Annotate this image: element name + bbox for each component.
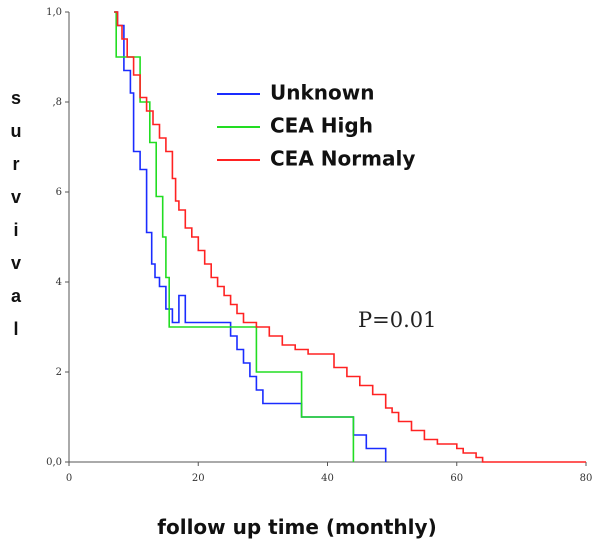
- x-tick-label: 80: [580, 473, 593, 484]
- x-axis-label: follow up time (monthly): [157, 515, 436, 539]
- y-tick-label: 6: [56, 187, 62, 198]
- x-tick-label: 60: [450, 473, 463, 484]
- y-label-letter: v: [11, 187, 21, 207]
- series-line-cea-normaly: [114, 11, 586, 463]
- y-tick-label: 1,0: [46, 7, 62, 18]
- y-label-letter: u: [11, 121, 22, 141]
- y-label-letter: s: [11, 88, 21, 108]
- legend-label-cea-high: CEA High: [270, 114, 373, 138]
- y-label-letter: r: [12, 154, 19, 174]
- y-axis-ticks: 0,0 2 4 6 ,8 1,0: [46, 7, 69, 468]
- x-tick-label: 20: [192, 473, 205, 484]
- y-tick-label: ,8: [52, 97, 62, 108]
- x-axis-ticks: 0 20 40 60 80: [66, 462, 593, 484]
- y-label-letter: a: [11, 286, 22, 306]
- plot-frame: [68, 12, 586, 463]
- y-tick-label: 4: [56, 277, 62, 288]
- y-label-letter: i: [13, 220, 18, 240]
- legend-label-cea-normaly: CEA Normaly: [270, 147, 415, 171]
- y-label-letter: l: [13, 319, 18, 339]
- y-tick-label: 2: [56, 367, 62, 378]
- legend-label-unknown: Unknown: [270, 81, 374, 105]
- series-line-unknown: [114, 11, 387, 462]
- x-tick-label: 0: [66, 473, 72, 484]
- y-label-letter: v: [11, 253, 21, 273]
- series-line-cea-high: [114, 11, 355, 462]
- legend: Unknown CEA High CEA Normaly: [217, 81, 415, 171]
- x-tick-label: 40: [321, 473, 334, 484]
- y-tick-label: 0,0: [46, 457, 62, 468]
- p-value-annotation: P=0.01: [358, 308, 436, 332]
- series-lines: [114, 11, 586, 463]
